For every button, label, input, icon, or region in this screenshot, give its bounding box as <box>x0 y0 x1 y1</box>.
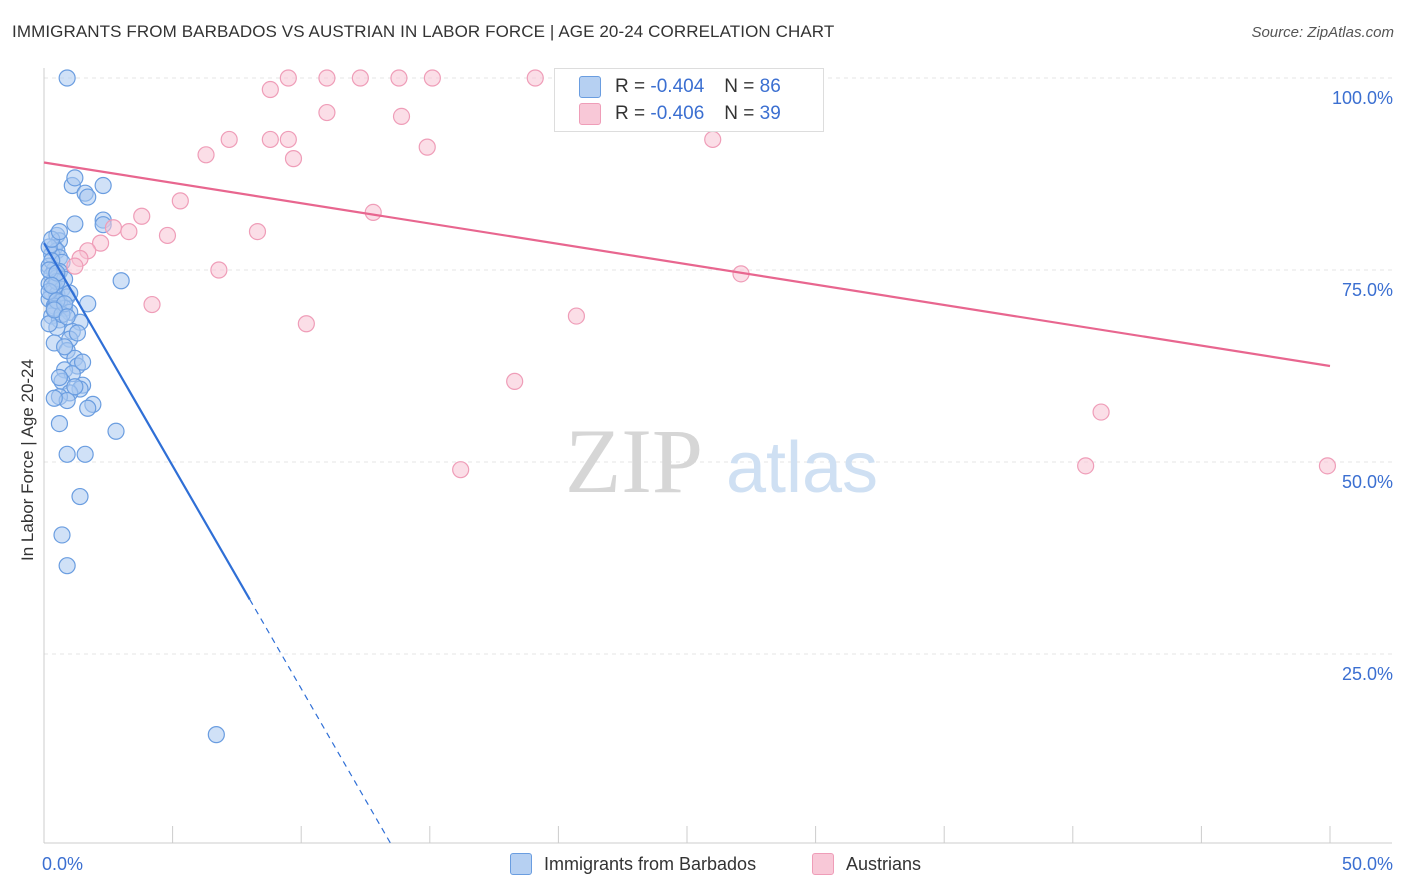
data-point-barbados <box>68 324 87 342</box>
data-point-austrians <box>351 69 369 87</box>
x-tick-label-max: 50.0% <box>1342 854 1393 874</box>
legend-r-value: -0.406 <box>650 103 705 124</box>
data-point-austrians <box>318 69 336 87</box>
y-tick-label: 75.0% <box>1342 280 1393 300</box>
chart-title: IMMIGRANTS FROM BARBADOS VS AUSTRIAN IN … <box>12 22 835 41</box>
data-point-austrians <box>452 461 470 479</box>
data-point-austrians <box>423 69 441 87</box>
bottom-legend-swatch-blue <box>510 853 532 875</box>
legend-n-label: N = <box>724 76 755 97</box>
data-point-barbados <box>58 308 76 326</box>
data-point-austrians <box>297 315 315 333</box>
data-point-austrians <box>279 130 297 149</box>
data-point-austrians <box>261 80 279 99</box>
bottom-legend-austrians[interactable]: Austrians <box>812 852 921 876</box>
grid-layer <box>44 77 1392 655</box>
data-point-austrians <box>1092 403 1110 421</box>
data-point-barbados <box>58 69 76 87</box>
data-point-barbados <box>50 223 69 241</box>
data-point-barbados <box>73 353 92 371</box>
trend-line-barbados-extrapolated <box>249 599 392 845</box>
data-point-barbados <box>50 368 69 387</box>
data-point-barbados <box>66 169 84 187</box>
bottom-legend-label-barbados: Immigrants from Barbados <box>544 853 757 874</box>
data-point-austrians <box>392 107 411 126</box>
legend-r-label: R = <box>615 103 646 124</box>
axis-layer <box>43 68 1392 844</box>
correlation-legend: R = -0.404 N = 86 R = -0.406 N = 39 <box>554 68 824 132</box>
points-barbados <box>40 69 225 744</box>
data-point-austrians <box>210 261 228 279</box>
data-point-barbados <box>45 389 63 407</box>
data-point-austrians <box>261 130 279 149</box>
data-point-austrians <box>704 130 722 149</box>
data-point-austrians <box>526 69 544 87</box>
data-point-barbados <box>66 378 84 396</box>
data-point-austrians <box>390 69 408 87</box>
bottom-legend-label-austrians: Austrians <box>846 853 922 874</box>
data-point-barbados <box>112 272 130 290</box>
legend-row-barbados: R = -0.404 N = 86 <box>579 74 781 100</box>
trend-line-austrians <box>43 161 1331 368</box>
data-point-austrians <box>104 219 123 237</box>
data-point-barbados <box>76 445 94 463</box>
data-point-barbados <box>55 338 74 356</box>
data-point-barbados <box>58 557 76 575</box>
data-point-austrians <box>158 226 177 245</box>
bottom-legend-barbados[interactable]: Immigrants from Barbados <box>510 852 756 876</box>
data-point-austrians <box>133 207 151 225</box>
data-point-austrians <box>318 103 336 122</box>
data-point-barbados <box>107 422 125 440</box>
data-point-austrians <box>66 257 84 275</box>
y-tick-label: 100.0% <box>1332 88 1393 108</box>
data-point-barbados <box>43 276 61 294</box>
data-point-austrians <box>1318 457 1337 475</box>
data-point-austrians <box>248 223 267 241</box>
source-label: Source: ZipAtlas.com <box>1251 24 1394 41</box>
trend-line-barbados <box>43 242 251 601</box>
tick-label-layer: 25.0% 50.0% 75.0% 100.0% 0.0% 50.0% <box>42 88 1393 874</box>
data-point-austrians <box>120 223 138 241</box>
data-point-austrians <box>364 203 382 221</box>
y-tick-label: 50.0% <box>1342 472 1393 492</box>
legend-r-label: R = <box>615 76 646 97</box>
bottom-legend-swatch-pink <box>812 853 834 875</box>
data-point-austrians <box>279 69 297 87</box>
legend-n-value: 39 <box>759 103 781 124</box>
x-tick-label-min: 0.0% <box>42 854 83 874</box>
data-point-austrians <box>143 295 161 314</box>
data-point-austrians <box>284 150 303 168</box>
data-point-austrians <box>1077 457 1095 475</box>
data-point-austrians <box>91 234 110 252</box>
data-point-austrians <box>220 130 238 149</box>
legend-swatch-pink <box>579 103 601 125</box>
data-point-barbados <box>207 726 225 744</box>
legend-n-label: N = <box>724 103 755 124</box>
legend-n-value: 86 <box>759 76 781 97</box>
watermark-layer: ZIP atlas <box>565 410 878 512</box>
legend-r-value: -0.404 <box>650 76 705 97</box>
data-point-barbados <box>79 399 97 417</box>
watermark-atlas: atlas <box>726 428 878 508</box>
legend-swatch-blue <box>579 76 601 98</box>
data-point-barbados <box>50 415 69 433</box>
y-tick-label: 25.0% <box>1342 664 1393 684</box>
data-point-barbados <box>66 215 84 233</box>
data-point-barbados <box>58 445 76 463</box>
legend-row-austrians: R = -0.406 N = 39 <box>579 101 781 127</box>
data-point-barbados <box>94 176 112 195</box>
data-point-austrians <box>418 138 436 156</box>
data-point-austrians <box>171 192 189 210</box>
watermark-zip: ZIP <box>565 410 703 512</box>
data-point-barbados <box>79 188 97 206</box>
data-point-austrians <box>506 372 524 390</box>
trend-layer <box>43 161 1331 845</box>
data-point-austrians <box>567 307 586 325</box>
data-point-austrians <box>197 146 215 164</box>
data-point-barbados <box>71 487 89 506</box>
data-point-barbados <box>53 526 71 544</box>
